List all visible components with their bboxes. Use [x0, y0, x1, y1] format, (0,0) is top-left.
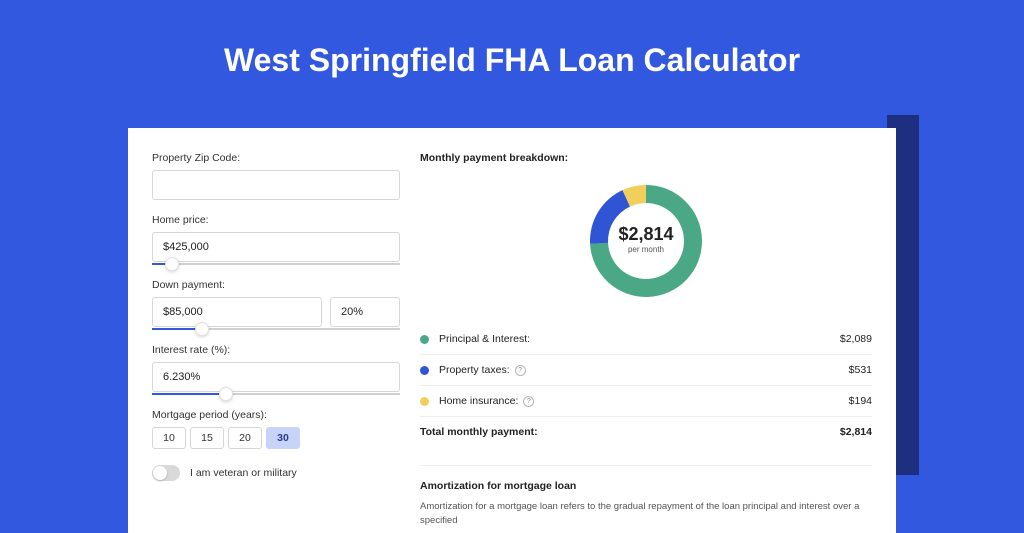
legend-label: Principal & Interest: — [439, 333, 840, 345]
home-price-field-group: Home price: — [152, 214, 400, 265]
legend-dot — [420, 335, 429, 344]
info-icon[interactable]: ? — [515, 365, 526, 376]
interest-slider-thumb[interactable] — [219, 387, 233, 401]
period-button-20[interactable]: 20 — [228, 427, 262, 449]
legend-label: Property taxes:? — [439, 364, 849, 376]
legend-row: Principal & Interest:$2,089 — [420, 324, 872, 355]
period-button-30[interactable]: 30 — [266, 427, 300, 449]
legend-value: $531 — [849, 364, 872, 376]
period-field-group: Mortgage period (years): 10152030 — [152, 409, 400, 449]
home-price-input[interactable] — [152, 232, 400, 262]
legend-label: Home insurance:? — [439, 395, 849, 407]
interest-input[interactable] — [152, 362, 400, 392]
zip-label: Property Zip Code: — [152, 152, 400, 164]
amortization-body: Amortization for a mortgage loan refers … — [420, 500, 872, 529]
home-price-slider-thumb[interactable] — [165, 257, 179, 271]
donut-center-sub: per month — [628, 245, 664, 254]
zip-field-group: Property Zip Code: — [152, 152, 400, 200]
down-payment-pct-input[interactable] — [330, 297, 400, 327]
home-price-label: Home price: — [152, 214, 400, 226]
down-payment-slider-thumb[interactable] — [195, 322, 209, 336]
legend-row: Home insurance:?$194 — [420, 386, 872, 417]
veteran-toggle-row: I am veteran or military — [152, 465, 400, 481]
veteran-toggle-knob — [153, 466, 167, 480]
legend-row: Property taxes:?$531 — [420, 355, 872, 386]
home-price-slider[interactable] — [152, 263, 400, 265]
page-title: West Springfield FHA Loan Calculator — [0, 0, 1024, 107]
period-button-15[interactable]: 15 — [190, 427, 224, 449]
form-column: Property Zip Code: Home price: Down paym… — [152, 152, 400, 529]
period-row: 10152030 — [152, 427, 400, 449]
interest-field-group: Interest rate (%): — [152, 344, 400, 395]
period-label: Mortgage period (years): — [152, 409, 400, 421]
period-button-10[interactable]: 10 — [152, 427, 186, 449]
legend-dot — [420, 397, 429, 406]
donut-chart-wrap: $2,814 per month — [420, 176, 872, 306]
down-payment-slider[interactable] — [152, 328, 400, 330]
amortization-title: Amortization for mortgage loan — [420, 480, 872, 492]
legend-value: $2,089 — [840, 333, 872, 345]
total-label: Total monthly payment: — [420, 426, 840, 438]
calculator-card: Property Zip Code: Home price: Down paym… — [128, 128, 896, 533]
legend-dot — [420, 366, 429, 375]
amortization-section: Amortization for mortgage loan Amortizat… — [420, 465, 872, 529]
interest-slider-fill — [152, 393, 226, 395]
veteran-toggle[interactable] — [152, 465, 180, 481]
legend-value: $194 — [849, 395, 872, 407]
breakdown-column: Monthly payment breakdown: $2,814 per mo… — [400, 152, 872, 529]
legend-list: Principal & Interest:$2,089Property taxe… — [420, 324, 872, 417]
donut-chart: $2,814 per month — [581, 176, 711, 306]
interest-label: Interest rate (%): — [152, 344, 400, 356]
interest-slider[interactable] — [152, 393, 400, 395]
breakdown-section-label: Monthly payment breakdown: — [420, 152, 872, 164]
total-value: $2,814 — [840, 426, 872, 438]
donut-center-amount: $2,814 — [618, 224, 673, 244]
veteran-label: I am veteran or military — [190, 467, 297, 479]
total-row: Total monthly payment: $2,814 — [420, 417, 872, 447]
zip-input[interactable] — [152, 170, 400, 200]
down-payment-label: Down payment: — [152, 279, 400, 291]
down-payment-amount-input[interactable] — [152, 297, 322, 327]
info-icon[interactable]: ? — [523, 396, 534, 407]
down-payment-field-group: Down payment: — [152, 279, 400, 330]
